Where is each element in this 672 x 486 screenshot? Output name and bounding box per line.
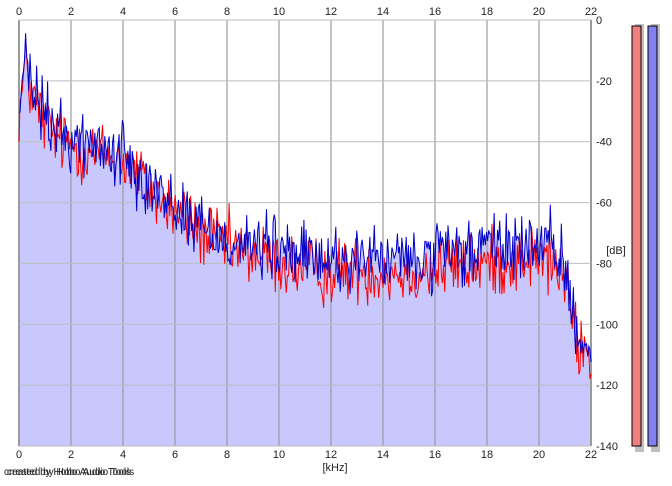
credit-line-1: created by Hobo Audio Tools — [4, 467, 132, 478]
grid — [18, 19, 592, 447]
x-tick-label-top: 20 — [533, 6, 545, 18]
x-tick-label-top: 0 — [16, 6, 22, 18]
credit-line-2: created by Hobo Audio Tools — [7, 467, 135, 478]
x-tick-label-top: 6 — [172, 6, 178, 18]
y-axis-label: [dB] — [606, 245, 626, 257]
series-line — [18, 33, 592, 363]
x-tick-label-top: 10 — [273, 6, 285, 18]
y-tick-label: -60 — [596, 198, 612, 210]
x-tick-label-bottom: 20 — [533, 449, 545, 461]
x-tick-label-bottom: 4 — [120, 449, 126, 461]
spectrum-fill — [19, 33, 591, 447]
x-tick-label-top: 18 — [481, 6, 493, 18]
tick-labels: 002244668810101212141416161818202022220-… — [16, 6, 618, 461]
x-tick-label-top: 2 — [68, 6, 74, 18]
y-tick-label: -40 — [596, 137, 612, 149]
y-tick-label: -80 — [596, 258, 612, 270]
y-tick-label: -20 — [596, 76, 612, 88]
x-tick-label-top: 4 — [120, 6, 126, 18]
x-tick-label-bottom: 14 — [377, 449, 389, 461]
level-bar — [647, 25, 658, 447]
x-tick-label-bottom: 0 — [16, 449, 22, 461]
x-tick-label-bottom: 10 — [273, 449, 285, 461]
x-axis-label: [kHz] — [322, 462, 347, 474]
y-tick-label: 0 — [596, 15, 602, 27]
x-tick-label-top: 14 — [377, 6, 389, 18]
level-meters — [631, 24, 660, 452]
x-tick-label-bottom: 8 — [224, 449, 230, 461]
x-tick-label-bottom: 18 — [481, 449, 493, 461]
y-tick-label: -120 — [596, 380, 618, 392]
x-tick-label-bottom: 6 — [172, 449, 178, 461]
x-tick-label-bottom: 16 — [429, 449, 441, 461]
x-tick-label-top: 16 — [429, 6, 441, 18]
x-tick-label-top: 12 — [325, 6, 337, 18]
x-tick-label-top: 22 — [585, 6, 597, 18]
level-bar — [631, 25, 642, 447]
y-tick-label: -100 — [596, 319, 618, 331]
x-tick-label-bottom: 2 — [68, 449, 74, 461]
x-tick-label-bottom: 22 — [585, 449, 597, 461]
x-tick-label-top: 8 — [224, 6, 230, 18]
series-layer — [18, 33, 592, 380]
spectrum-area — [19, 33, 591, 447]
y-tick-label: -140 — [596, 441, 618, 453]
x-tick-label-bottom: 12 — [325, 449, 337, 461]
